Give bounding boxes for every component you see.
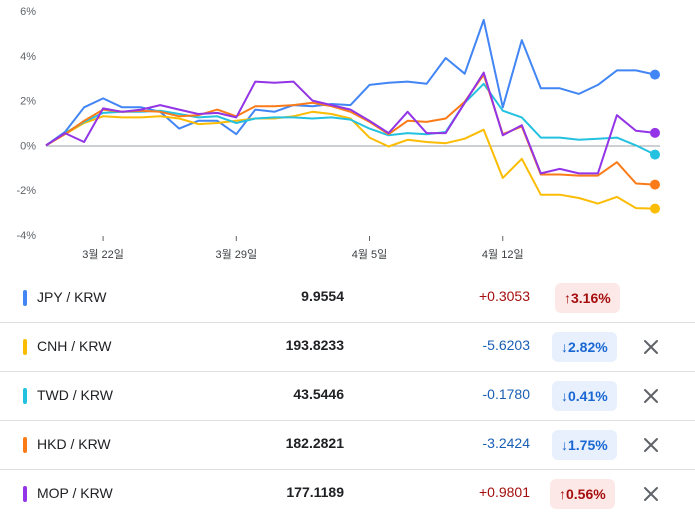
arrow-up-icon: ↑ bbox=[564, 290, 571, 306]
arrow-down-icon: ↓ bbox=[561, 437, 568, 453]
close-icon[interactable] bbox=[641, 484, 661, 504]
arrow-down-icon: ↓ bbox=[561, 388, 568, 404]
close-icon[interactable] bbox=[641, 435, 661, 455]
close-icon[interactable] bbox=[641, 386, 661, 406]
percent-change-badge: ↓2.82% bbox=[552, 332, 617, 362]
exchange-rate: 182.2821 bbox=[285, 435, 344, 451]
y-tick-label: 2% bbox=[20, 96, 36, 108]
currency-pair: JPY / KRW bbox=[37, 289, 107, 305]
series-lines bbox=[45, 19, 660, 214]
absolute-change: -3.2424 bbox=[482, 435, 530, 451]
x-axis: 3월 22일 3월 29일 4월 5일 4월 12일 bbox=[82, 236, 524, 261]
x-tick-label: 3월 29일 bbox=[215, 247, 257, 261]
percent-change-badge: ↓0.41% bbox=[552, 381, 617, 411]
arrow-down-icon: ↓ bbox=[561, 339, 568, 355]
percent-change-value: 0.56% bbox=[566, 486, 606, 502]
series-end-dot bbox=[650, 203, 660, 214]
y-tick-label: 4% bbox=[20, 51, 36, 63]
currency-pair: CNH / KRW bbox=[37, 338, 112, 354]
y-tick-label: -2% bbox=[16, 185, 36, 197]
percent-change-value: 2.82% bbox=[568, 339, 608, 355]
percent-change-value: 0.41% bbox=[568, 388, 608, 404]
close-icon[interactable] bbox=[641, 337, 661, 357]
series-end-dot bbox=[650, 149, 660, 160]
series-end-dot bbox=[650, 127, 660, 138]
currency-row-hkd[interactable]: HKD / KRW 182.2821 -3.2424 ↓1.75% bbox=[0, 421, 695, 470]
absolute-change: -0.1780 bbox=[482, 386, 530, 402]
y-tick-label: 0% bbox=[20, 140, 36, 152]
x-tick-label: 4월 12일 bbox=[482, 247, 524, 261]
percent-change-value: 1.75% bbox=[568, 437, 608, 453]
absolute-change: -5.6203 bbox=[482, 337, 530, 353]
currency-pair: HKD / KRW bbox=[37, 436, 111, 452]
percent-change-badge: ↓1.75% bbox=[552, 430, 617, 460]
series-end-dot bbox=[650, 179, 660, 190]
currency-pair: MOP / KRW bbox=[37, 485, 113, 501]
y-axis: 6% 4% 2% 0% -2% -4% bbox=[16, 6, 36, 242]
currency-pair: TWD / KRW bbox=[37, 387, 113, 403]
series-end-dot bbox=[650, 69, 660, 80]
currency-row-twd[interactable]: TWD / KRW 43.5446 -0.1780 ↓0.41% bbox=[0, 372, 695, 421]
exchange-rate: 193.8233 bbox=[285, 337, 344, 353]
currency-row-mop[interactable]: MOP / KRW 177.1189 +0.9801 ↑0.56% bbox=[0, 470, 695, 518]
absolute-change: +0.3053 bbox=[479, 288, 530, 304]
series-color-swatch bbox=[23, 339, 27, 355]
exchange-rate: 43.5446 bbox=[293, 386, 344, 402]
x-tick-label: 3월 22일 bbox=[82, 247, 124, 261]
currency-row-cnh[interactable]: CNH / KRW 193.8233 -5.6203 ↓2.82% bbox=[0, 323, 695, 372]
series-line bbox=[45, 110, 656, 210]
currency-list: JPY / KRW 9.9554 +0.3053 ↑3.16% CNH / KR… bbox=[0, 274, 695, 518]
y-tick-label: -4% bbox=[16, 230, 36, 242]
series-line bbox=[45, 73, 656, 186]
series-color-swatch bbox=[23, 486, 27, 502]
exchange-rate: 177.1189 bbox=[286, 484, 344, 500]
series-color-swatch bbox=[23, 437, 27, 453]
percent-change-badge: ↑3.16% bbox=[555, 283, 620, 313]
percent-change-value: 3.16% bbox=[571, 290, 611, 306]
y-tick-label: 6% bbox=[20, 6, 36, 18]
series-color-swatch bbox=[23, 290, 27, 306]
comparison-chart: 6% 4% 2% 0% -2% -4% 3월 22일 3월 29일 4월 5일 4월 12일 bbox=[16, 6, 660, 261]
series-color-swatch bbox=[23, 388, 27, 404]
x-tick-label: 4월 5일 bbox=[352, 247, 388, 261]
series-line bbox=[45, 82, 656, 156]
absolute-change: +0.9801 bbox=[479, 484, 530, 500]
exchange-rate: 9.9554 bbox=[301, 288, 344, 304]
percent-change-badge: ↑0.56% bbox=[550, 479, 615, 509]
arrow-up-icon: ↑ bbox=[559, 486, 566, 502]
series-line bbox=[45, 19, 656, 147]
currency-row-jpy[interactable]: JPY / KRW 9.9554 +0.3053 ↑3.16% bbox=[0, 274, 695, 323]
series-line bbox=[45, 71, 656, 175]
